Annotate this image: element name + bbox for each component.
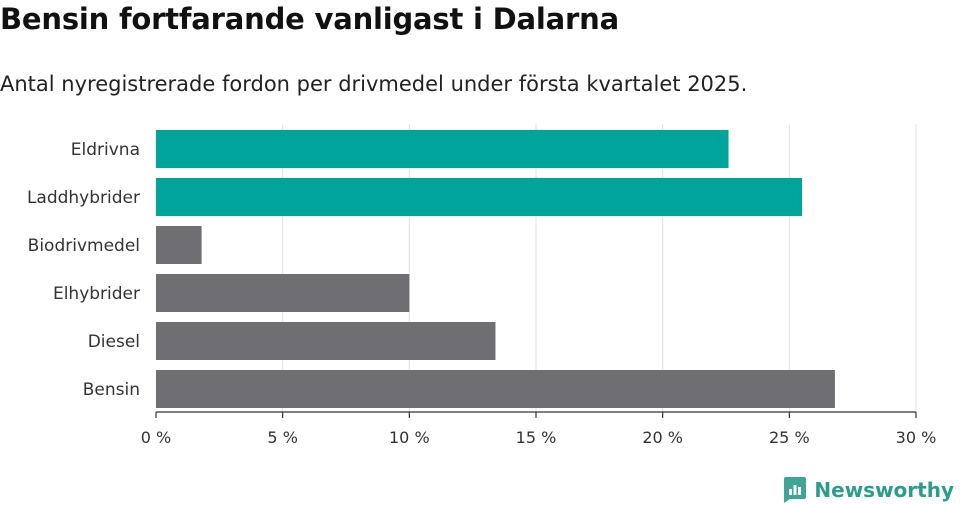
x-tick-label: 15 %: [516, 428, 557, 447]
bar: [156, 322, 496, 360]
brand-name: Newsworthy: [814, 478, 954, 502]
category-label: Elhybrider: [53, 284, 140, 304]
brand[interactable]: Newsworthy: [781, 474, 954, 506]
x-tick-label: 0 %: [141, 428, 171, 447]
newsworthy-logo-icon: [784, 477, 807, 503]
category-label: Bensin: [83, 380, 140, 400]
x-tick-label: 5 %: [267, 428, 297, 447]
bar: [156, 178, 802, 216]
bar: [156, 226, 202, 264]
category-label: Eldrivna: [71, 140, 140, 160]
chart-subtitle: Antal nyregistrerade fordon per drivmede…: [0, 72, 748, 96]
bar: [156, 370, 835, 408]
x-tick-label: 30 %: [896, 428, 937, 447]
x-tick-label: 10 %: [389, 428, 430, 447]
category-label: Diesel: [88, 332, 140, 352]
chart-title: Bensin fortfarande vanligast i Dalarna: [0, 2, 619, 36]
category-label: Biodrivmedel: [28, 236, 140, 256]
bar: [156, 130, 729, 168]
x-tick-label: 20 %: [642, 428, 683, 447]
x-tick-label: 25 %: [769, 428, 810, 447]
bar: [156, 274, 410, 312]
category-label: Laddhybrider: [27, 188, 140, 208]
